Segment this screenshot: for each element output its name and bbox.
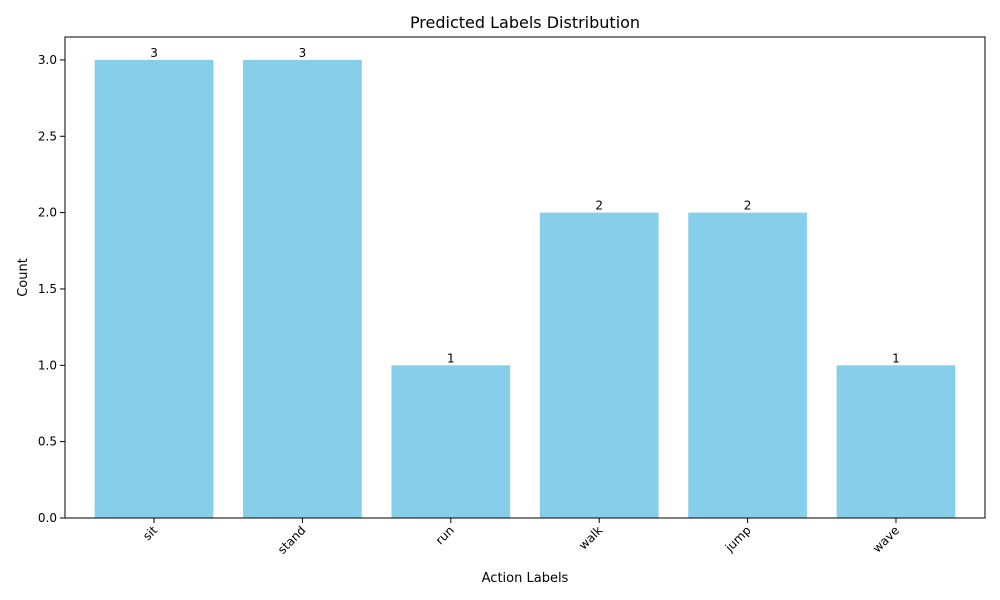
- y-tick-label: 1.5: [38, 282, 57, 296]
- bar-stand: [243, 59, 362, 519]
- y-tick-label: 3.0: [38, 53, 57, 67]
- x-tick-label-stand: stand: [275, 523, 309, 557]
- value-label-walk: 2: [595, 199, 603, 213]
- y-tick-label: 2.0: [38, 206, 57, 220]
- value-label-stand: 3: [299, 46, 307, 60]
- x-tick-label-jump: jump: [722, 523, 754, 555]
- y-tick-label: 1.0: [38, 358, 57, 372]
- bar-wave: [836, 365, 956, 518]
- y-axis: 0.0 0.5 1.0 1.5 2.0 2.5 3.0: [38, 53, 65, 525]
- chart-title: Predicted Labels Distribution: [410, 13, 640, 32]
- y-tick-label: 2.5: [38, 129, 57, 143]
- value-label-jump: 2: [744, 199, 752, 213]
- x-tick-label-wave: wave: [870, 523, 902, 555]
- plot-frame: [64, 36, 986, 519]
- x-tick-label-run: run: [433, 523, 457, 547]
- value-label-run: 1: [447, 351, 455, 365]
- value-label-wave: 1: [892, 351, 900, 365]
- bar-jump: [688, 212, 807, 518]
- value-labels-group: 3 3 1 2 2 1: [150, 46, 900, 365]
- y-axis-label: Count: [16, 258, 31, 297]
- bar-sit: [94, 59, 214, 519]
- bar-run: [391, 365, 511, 518]
- value-label-sit: 3: [150, 46, 158, 60]
- x-tick-label-sit: sit: [140, 523, 160, 543]
- x-tick-label-walk: walk: [576, 523, 605, 552]
- y-tick-label: 0.0: [38, 511, 57, 525]
- bar-walk: [539, 212, 659, 518]
- bars-group: [94, 59, 956, 519]
- x-axis: sit stand run walk jump wave: [140, 518, 902, 557]
- x-axis-label: Action Labels: [482, 571, 569, 586]
- y-tick-label: 0.5: [38, 435, 57, 449]
